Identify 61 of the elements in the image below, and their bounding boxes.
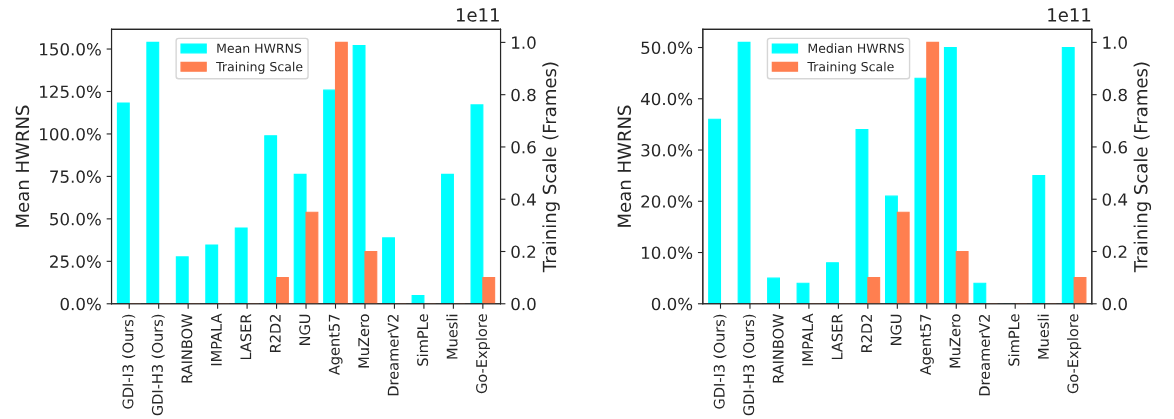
y2-axis-title: Training Scale (Frames) [1133, 62, 1152, 273]
x-tick-label: MuZero [949, 314, 961, 368]
y-tick-label: 30.0% [641, 143, 693, 157]
y-tick-label: 100.0% [40, 127, 101, 141]
y2-tick-label: 1.0 [1103, 36, 1127, 49]
x-tick-label: SimPLe [416, 314, 429, 366]
y-tick-label: 10.0% [641, 246, 693, 260]
x-tick-label: LASER [831, 313, 843, 360]
y2-tick-label: 0.2 [1102, 245, 1127, 259]
x-tick-label: Agent57 [920, 314, 934, 376]
y-tick-label: 150.0% [40, 42, 101, 56]
x-tick-label: Go-Explore [1067, 314, 1082, 394]
x-tick-label: Agent57 [328, 314, 343, 376]
x-tick-label: R2D2 [861, 314, 872, 352]
x-tick-label: GDI-H3 (Ours) [742, 314, 756, 416]
y2-axis-title: Training Scale (Frames) [542, 62, 560, 273]
x-tick-label: GDI-H3 (Ours) [151, 314, 165, 416]
y-axis-title: Mean HWRNS [15, 105, 30, 227]
legend-label: Median HWRNS [808, 43, 904, 53]
x-tick-label: IMPALA [211, 313, 222, 366]
x-tick-label: RAINBOW [772, 313, 784, 383]
x-tick-label: GDI-I3 (Ours) [122, 314, 136, 409]
x-tick-label: GDI-I3 (Ours) [713, 314, 727, 409]
legend-label: Training Scale [216, 61, 303, 74]
x-tick-label: MuZero [358, 314, 370, 368]
x-tick-label: R2D2 [269, 314, 281, 352]
y-tick-label: 25.0% [50, 255, 101, 268]
y2-tick-label: 0.8 [1102, 88, 1127, 102]
y2-tick-label: 0.8 [511, 88, 536, 102]
x-tick-label: Go-Explore [475, 314, 490, 394]
x-tick-label: SimPLe [1008, 314, 1020, 366]
y-tick-label: 0.0% [60, 297, 101, 311]
legend-label: Mean HWRNS [217, 43, 302, 53]
y2-tick-label: 0.4 [511, 193, 536, 206]
y2-tick-label: 0.6 [511, 140, 536, 154]
y-tick-label: 20.0% [641, 195, 693, 208]
x-tick-label: NGU [890, 314, 902, 345]
y-axis-title: Mean HWRNS [617, 105, 632, 227]
y2-tick-label: 0.6 [1102, 140, 1127, 154]
x-tick-label: DreamerV2 [387, 314, 399, 396]
y2-tick-label: 0.4 [1102, 193, 1128, 206]
y-tick-label: 75.0% [50, 170, 101, 183]
y2-tick-label: 0.0 [511, 297, 536, 311]
y2-tick-label: 0.0 [1102, 297, 1127, 311]
y-tick-label: 0.0% [651, 297, 693, 311]
x-tick-label: LASER [240, 313, 252, 360]
y2-tick-label: 1.0 [512, 36, 536, 49]
y-tick-label: 40.0% [640, 92, 693, 106]
y-tick-label: 50.0% [50, 212, 101, 226]
x-tick-label: NGU [299, 314, 311, 345]
x-tick-label: IMPALA [802, 313, 813, 366]
y2-tick-label: 0.2 [511, 245, 536, 259]
x-tick-label: Muesli [446, 314, 458, 359]
x-tick-label: RAINBOW [181, 313, 193, 383]
y-tick-label: 50.0% [641, 41, 693, 55]
y-tick-label: 125.0% [40, 85, 101, 99]
text: 1e11 [1048, 8, 1091, 22]
x-tick-label: DreamerV2 [978, 314, 990, 396]
legend-label: Training Scale [807, 61, 894, 74]
text: 1e11 [456, 8, 499, 22]
x-tick-label: Muesli [1037, 314, 1049, 359]
